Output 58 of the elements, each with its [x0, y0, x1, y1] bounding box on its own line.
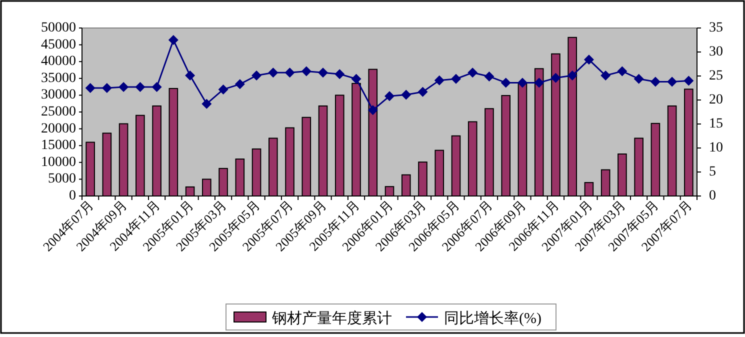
- point: [600, 70, 611, 81]
- point: [484, 71, 494, 82]
- legend-label: 同比增长率(%): [444, 310, 542, 327]
- y-tick-label: 40000: [41, 54, 76, 70]
- y2-tick-label: 0: [709, 188, 716, 204]
- point: [118, 82, 129, 92]
- point: [384, 91, 394, 102]
- point: [168, 35, 178, 45]
- y-tick-label: 30000: [41, 88, 76, 103]
- point: [135, 82, 146, 92]
- y2-tick-label: 5: [709, 164, 716, 180]
- point: [450, 74, 461, 84]
- y2-tick-label: 25: [709, 68, 723, 84]
- point: [534, 78, 544, 88]
- y-tick-label: 0: [69, 188, 76, 204]
- point: [567, 70, 578, 81]
- point: [152, 82, 162, 92]
- y-tick-label: 45000: [41, 37, 76, 52]
- y-tick-label: 35000: [41, 70, 76, 86]
- y-tick-label: 5000: [48, 172, 76, 187]
- y2-tick-label: 15: [709, 116, 723, 132]
- point: [617, 66, 628, 76]
- point: [301, 66, 312, 76]
- y2-tick-label: 20: [709, 92, 723, 108]
- point: [368, 105, 378, 116]
- point: [85, 83, 96, 93]
- point: [252, 70, 262, 81]
- point: [268, 68, 278, 78]
- point: [401, 90, 412, 100]
- point: [468, 68, 478, 78]
- point: [234, 79, 245, 90]
- point: [684, 76, 694, 86]
- point: [550, 72, 561, 83]
- point: [667, 76, 678, 87]
- point: [284, 68, 295, 78]
- y-tick-label: 15000: [41, 138, 76, 154]
- point: [634, 74, 644, 84]
- point: [202, 98, 212, 109]
- point: [517, 78, 528, 88]
- point: [351, 74, 362, 84]
- point: [418, 86, 428, 97]
- y-tick-label: 50000: [41, 20, 76, 36]
- point: [218, 84, 228, 94]
- point: [102, 83, 112, 93]
- y-tick-label: 10000: [41, 154, 76, 170]
- point: [334, 69, 345, 80]
- y2-tick-label: 35: [709, 20, 723, 36]
- legend-label: 钢材产量年度累计: [271, 310, 392, 327]
- point: [584, 54, 594, 65]
- point: [500, 78, 511, 88]
- point: [185, 70, 196, 81]
- y2-tick-label: 30: [709, 44, 723, 60]
- y2-tick-label: 10: [709, 140, 723, 156]
- point: [434, 75, 444, 86]
- point: [650, 76, 660, 87]
- y-tick-label: 25000: [41, 104, 76, 120]
- point: [318, 68, 328, 78]
- y-tick-label: 20000: [41, 121, 76, 136]
